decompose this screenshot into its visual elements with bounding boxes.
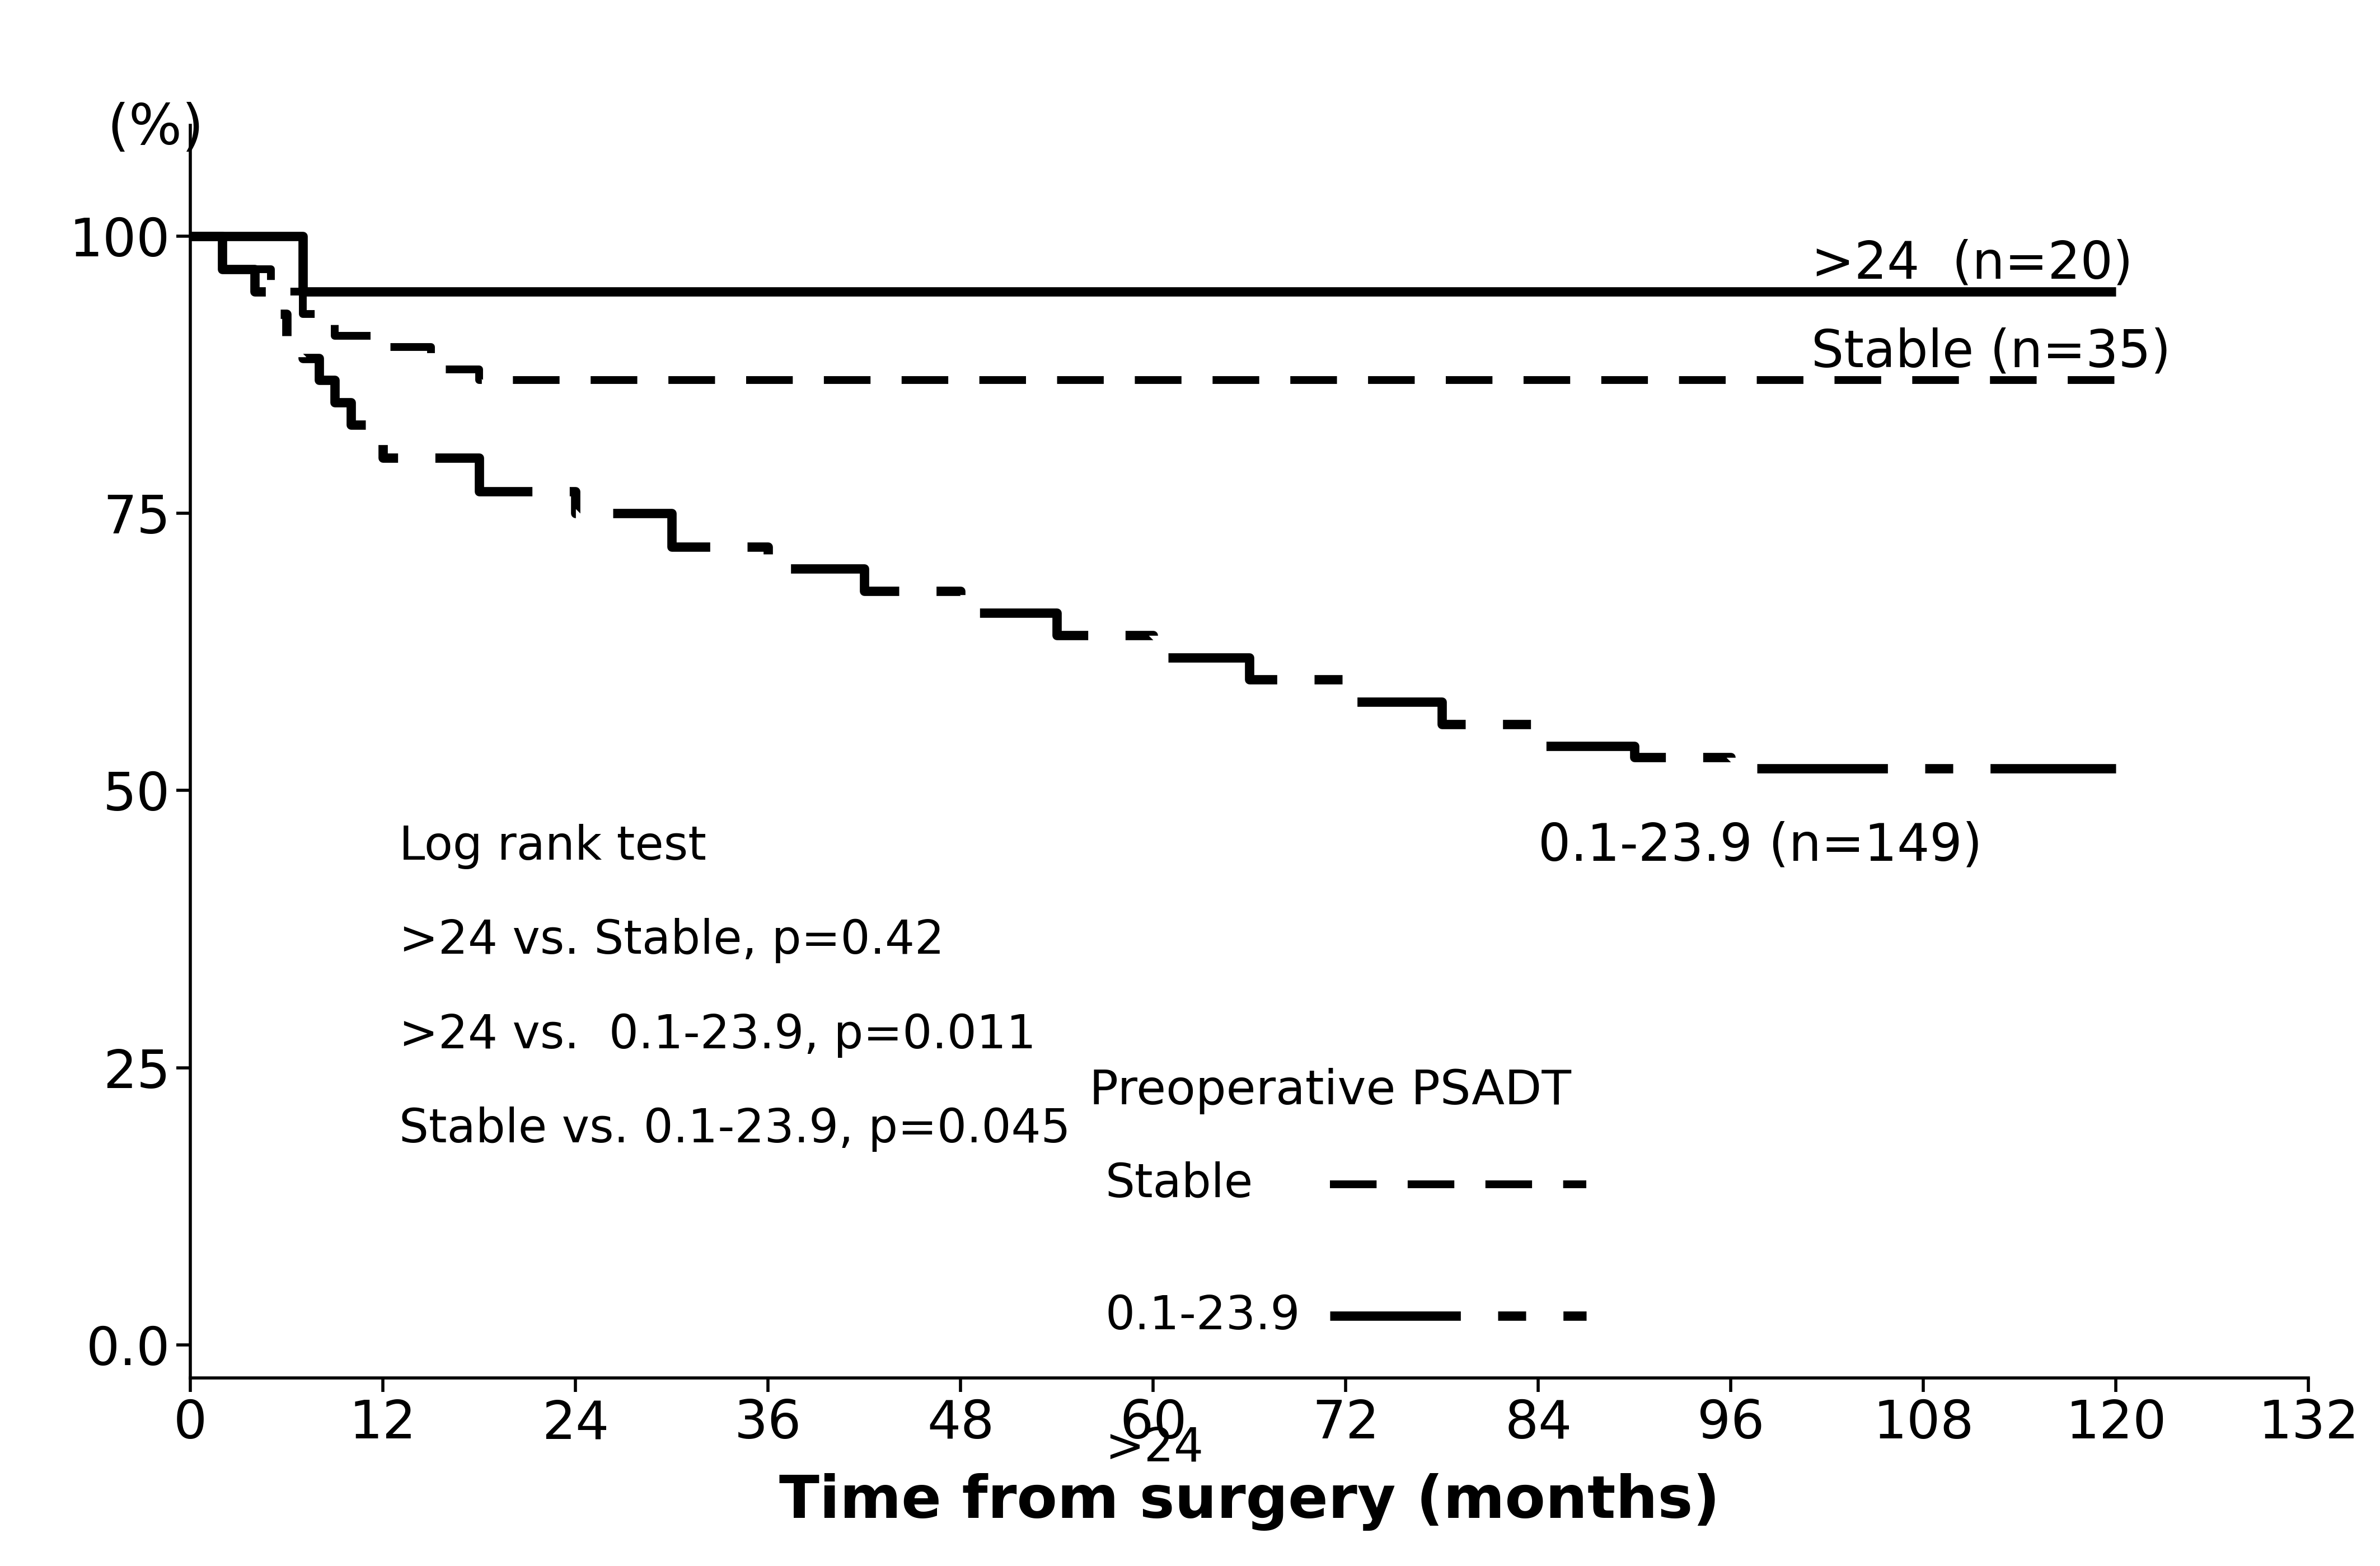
Text: Stable (n=35): Stable (n=35) — [1811, 327, 2171, 377]
Text: >24  (n=20): >24 (n=20) — [1811, 238, 2132, 290]
Text: >24 vs.  0.1-23.9, p=0.011: >24 vs. 0.1-23.9, p=0.011 — [400, 1012, 1035, 1057]
Text: 0.1-23.9 (n=149): 0.1-23.9 (n=149) — [1537, 821, 1983, 871]
Text: Stable: Stable — [1104, 1162, 1252, 1207]
Text: (%): (%) — [107, 102, 205, 157]
Text: 0.1-23.9: 0.1-23.9 — [1104, 1294, 1299, 1339]
Text: >24: >24 — [1104, 1425, 1204, 1470]
Text: Preoperative PSADT: Preoperative PSADT — [1090, 1068, 1571, 1113]
Text: Stable vs. 0.1-23.9, p=0.045: Stable vs. 0.1-23.9, p=0.045 — [400, 1107, 1071, 1151]
X-axis label: Time from surgery (months): Time from surgery (months) — [778, 1474, 1721, 1530]
Text: >24 vs. Stable, p=0.42: >24 vs. Stable, p=0.42 — [400, 918, 945, 963]
Text: Log rank test: Log rank test — [400, 824, 707, 869]
